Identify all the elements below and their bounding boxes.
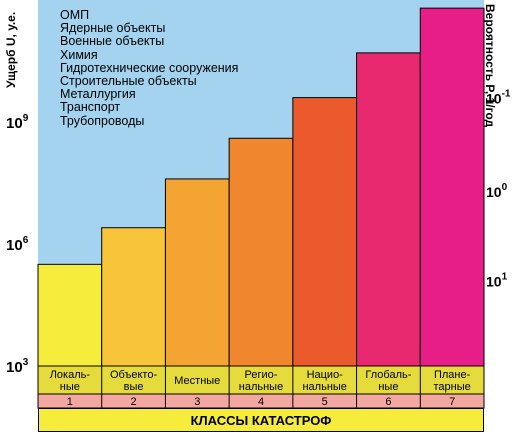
left-axis: 103 106 109 [6, 113, 29, 376]
category-label: Местные [174, 375, 220, 387]
category-number: 6 [385, 396, 391, 408]
category-label: Нацио-нальные [302, 369, 346, 393]
y-axis-left-label: Ущерб U, у.е. [4, 11, 18, 88]
right-axis: 101 100 10-1 [486, 89, 511, 290]
bar-6 [356, 52, 421, 367]
bar-5 [292, 97, 358, 367]
legend-item: Химия [60, 47, 98, 62]
y-axis-right-label: Вероятность P, 1/год [483, 4, 497, 128]
legend-item: Металлургия [60, 87, 136, 102]
category-label: Объекто-вые [110, 369, 157, 393]
category-bands: Локаль-ные 1 Объекто-вые 2 Местные 3 Регио-нал… [37, 365, 485, 409]
category-label: Глобаль-ные [365, 369, 411, 393]
bar-1 [37, 263, 103, 367]
category-number: 2 [131, 396, 137, 408]
y-left-tick-label: 109 [6, 113, 29, 132]
y-left-tick-label: 106 [6, 235, 29, 254]
legend-item: Ядерные объекты [60, 21, 166, 36]
category-number: 5 [322, 396, 328, 408]
category-label: Плане-тарные [434, 369, 471, 393]
x-axis-title: КЛАССЫ КАТАСТРОФ [38, 408, 484, 432]
y-right-tick-label: 100 [486, 182, 508, 200]
category-label: Регио-нальные [239, 369, 283, 393]
category-label: Локаль-ные [50, 369, 91, 393]
y-right-tick-label: 101 [486, 272, 508, 290]
legend-item: Трубопроводы [60, 113, 145, 128]
category-number: 4 [258, 396, 264, 408]
legend-title: ОМП [60, 8, 90, 22]
bar-7 [419, 7, 485, 367]
y-right-tick-label: 10-1 [486, 89, 511, 107]
legend-item: Строительные объекты [60, 74, 197, 89]
y-left-tick-label: 103 [6, 357, 29, 376]
category-number: 3 [194, 396, 200, 408]
category-number: 7 [449, 396, 455, 408]
category-number: 1 [67, 396, 73, 408]
bars-group [37, 7, 485, 367]
category-label-band [37, 365, 485, 395]
legend: ОМП Ядерные объекты Военные объекты Хими… [60, 8, 239, 128]
legend-item: Военные объекты [60, 34, 165, 49]
bar-2 [101, 227, 166, 367]
legend-item: Транспорт [60, 100, 121, 115]
legend-item: Гидротехнические сооружения [60, 60, 239, 75]
bar-4 [228, 137, 294, 367]
bar-3 [164, 178, 230, 367]
